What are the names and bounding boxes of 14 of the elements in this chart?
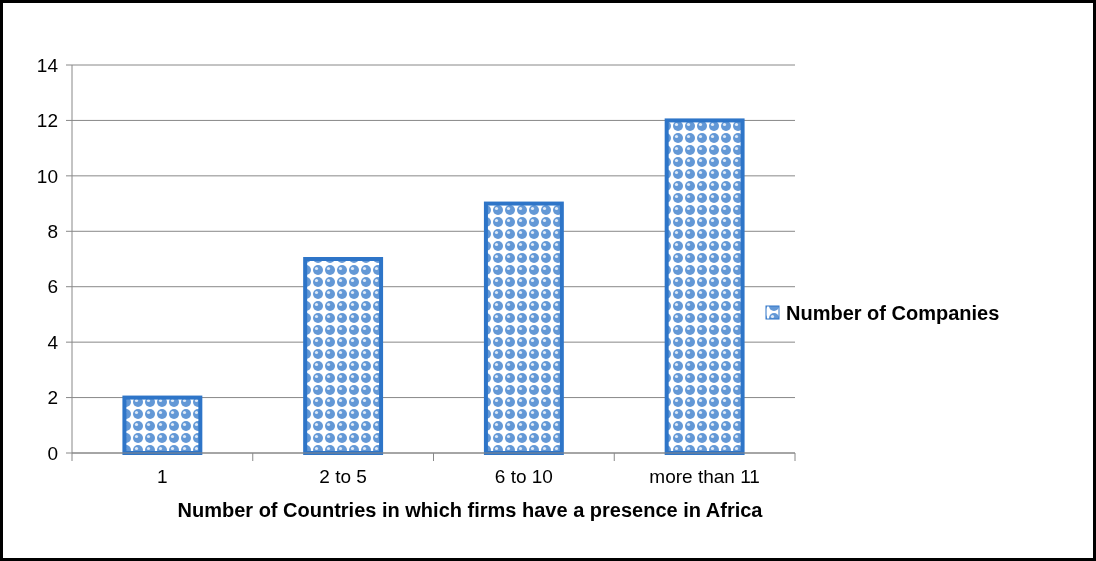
y-tick-label: 6 (47, 276, 58, 298)
legend-label: Number of Companies (786, 302, 1000, 324)
y-tick-label: 2 (47, 387, 58, 409)
x-axis-title: Number of Countries in which firms have a presence in Africa (177, 499, 764, 521)
x-tick-label: 6 to 10 (494, 466, 553, 487)
y-tick-label: 10 (36, 165, 58, 187)
y-tick-label: 8 (47, 220, 58, 242)
x-tick-label: more than 11 (649, 466, 760, 487)
y-tick-label: 4 (47, 331, 59, 353)
x-tick-label: 1 (157, 466, 168, 487)
y-tick-label: 14 (36, 54, 59, 76)
y-tick-label: 12 (36, 110, 58, 132)
y-tick-label: 0 (47, 442, 58, 464)
x-tick-label: 2 to 5 (319, 466, 367, 487)
